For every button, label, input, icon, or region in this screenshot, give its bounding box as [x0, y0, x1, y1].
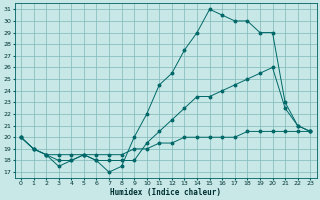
X-axis label: Humidex (Indice chaleur): Humidex (Indice chaleur)	[110, 188, 221, 197]
